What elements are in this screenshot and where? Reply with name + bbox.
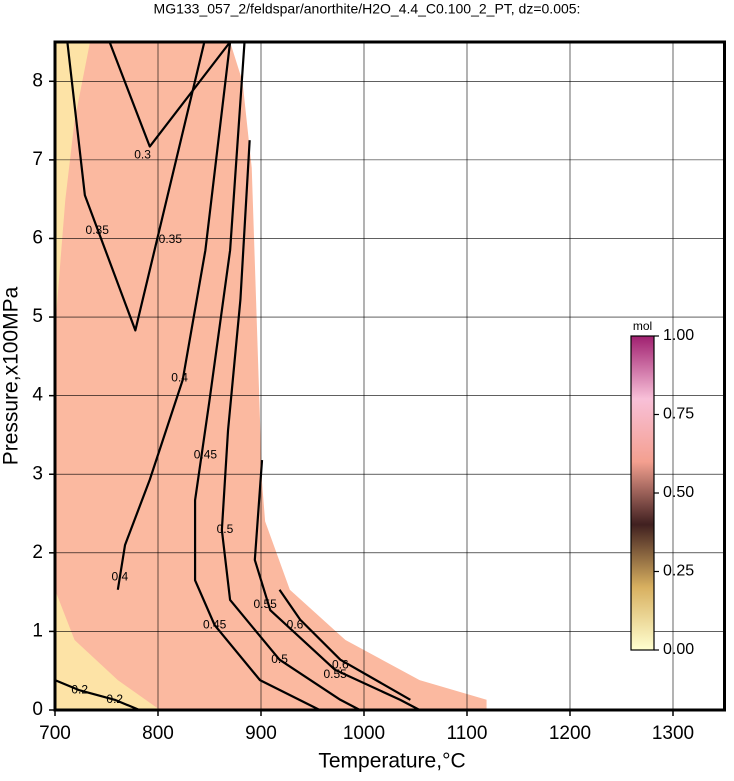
y-axis-label: Pressure,x100MPa [0, 286, 23, 465]
x-tick-label: 1000 [343, 723, 385, 744]
x-tick-label: 700 [39, 723, 71, 744]
y-tick-label: 8 [32, 70, 43, 91]
contour-line [253, 460, 421, 711]
contour-label: 0.6 [287, 617, 304, 631]
contour-line [193, 41, 321, 711]
y-tick-label: 5 [32, 306, 43, 327]
x-tick-label: 900 [245, 723, 277, 744]
region [55, 42, 487, 710]
y-tick-label: 7 [32, 149, 43, 170]
colorbar-label: mol [633, 319, 652, 333]
region [55, 42, 91, 331]
y-tick-label: 6 [32, 227, 43, 248]
contour-label: 0.45 [203, 617, 227, 631]
y-tick-label: 0 [32, 699, 43, 720]
contour-line [278, 589, 411, 701]
contour-line [66, 41, 206, 332]
colorbar-tick-label: 0.00 [663, 641, 694, 658]
y-tick-label: 1 [32, 620, 43, 641]
contour-label: 0.5 [217, 522, 234, 536]
y-tick-label: 4 [32, 385, 43, 406]
contour-label: 0.6 [332, 657, 349, 671]
colorbar-tick-label: 0.50 [663, 484, 694, 501]
y-tick-label: 2 [32, 542, 43, 563]
contour-label: 0.4 [171, 371, 188, 385]
contour-label: 0.45 [194, 448, 218, 462]
contour-label: 0.35 [159, 232, 183, 246]
colorbar-tick-label: 1.00 [663, 327, 694, 344]
x-tick-label: 1200 [549, 723, 591, 744]
contour-label: 0.4 [112, 569, 129, 583]
x-axis-label: Temperature,°C [318, 750, 465, 773]
colorbar-tick-label: 0.25 [663, 563, 694, 580]
plot-frame [53, 40, 726, 712]
chart-title: MG133_057_2/feldspar/anorthite/H2O_4.4_C… [154, 1, 581, 17]
contour-label: 0.35 [86, 223, 110, 237]
y-tick-label: 3 [32, 463, 43, 484]
colorbar [630, 335, 655, 651]
contour-label: 0.3 [134, 147, 151, 161]
contour-label: 0.2 [71, 683, 88, 697]
x-tick-label: 800 [142, 723, 174, 744]
colorbar-tick-label: 0.75 [663, 406, 694, 423]
contour-label: 0.5 [271, 652, 288, 666]
contour-label: 0.55 [323, 667, 347, 681]
contour-line [116, 41, 232, 590]
x-tick-label: 1100 [447, 723, 488, 744]
contour-line [54, 679, 140, 712]
x-tick-label: 1300 [652, 723, 694, 744]
region [55, 589, 161, 710]
contour-label: 0.2 [106, 692, 123, 706]
contour-line [108, 41, 231, 148]
contour-label: 0.55 [253, 597, 277, 611]
contour-line [220, 140, 361, 711]
